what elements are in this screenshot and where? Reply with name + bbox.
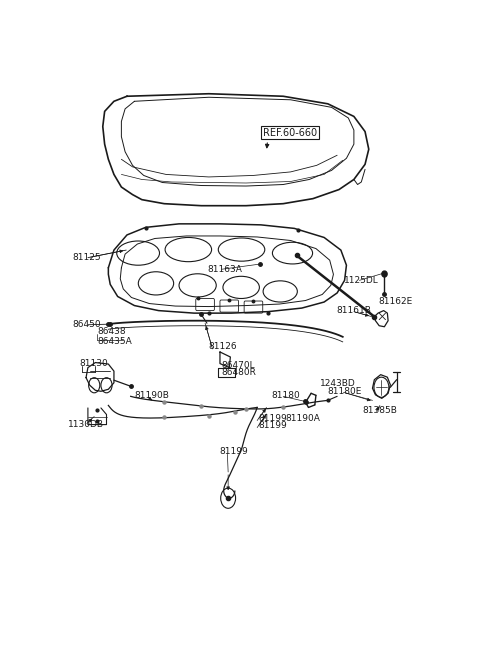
- Text: 81385B: 81385B: [362, 406, 397, 415]
- Text: 86435A: 86435A: [97, 337, 132, 346]
- Text: 1130DB: 1130DB: [68, 420, 104, 429]
- Text: 81199: 81199: [258, 414, 287, 423]
- Text: 81162E: 81162E: [378, 297, 412, 306]
- Text: 81126: 81126: [209, 343, 238, 352]
- Text: 81180: 81180: [271, 391, 300, 400]
- Text: 86450: 86450: [72, 320, 100, 329]
- Text: 81130: 81130: [79, 359, 108, 368]
- Text: 81199: 81199: [258, 421, 287, 430]
- Text: 81125: 81125: [72, 253, 100, 262]
- Text: 81199: 81199: [219, 447, 248, 457]
- Text: 1243BD: 1243BD: [320, 379, 355, 388]
- Text: 81163A: 81163A: [207, 265, 242, 274]
- Text: 81161B: 81161B: [336, 306, 371, 315]
- Text: 1125DL: 1125DL: [344, 276, 378, 285]
- Text: 86438: 86438: [97, 328, 126, 336]
- Text: 81180E: 81180E: [327, 387, 361, 396]
- Text: 86480R: 86480R: [222, 367, 257, 377]
- Text: 81190A: 81190A: [285, 414, 320, 423]
- Text: REF.60-660: REF.60-660: [263, 128, 317, 138]
- Text: 81190B: 81190B: [134, 391, 169, 400]
- Text: 86470L: 86470L: [222, 360, 255, 369]
